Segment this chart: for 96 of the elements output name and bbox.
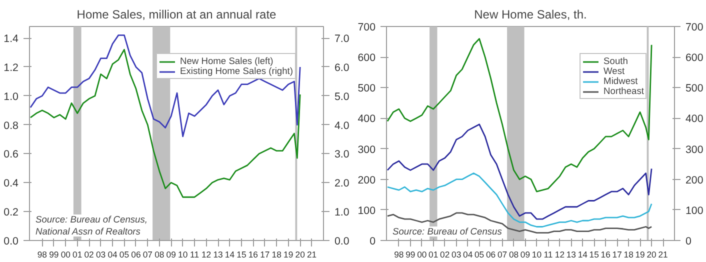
x-tick-label: 16 — [248, 250, 258, 260]
y2-tick-label: 0 — [686, 236, 692, 248]
line-series — [30, 34, 301, 138]
x-tick-label: 03 — [96, 250, 106, 260]
x-tick-label: 00 — [417, 250, 427, 260]
y2-tick-label: 100 — [686, 204, 704, 217]
y-tick-label: 500 — [358, 82, 376, 95]
y2-tick-label: 500 — [686, 82, 704, 95]
x-tick-label: 04 — [108, 250, 118, 260]
y2-tick-label: 700 — [686, 22, 704, 34]
x-tick-label: 18 — [624, 250, 634, 260]
line-series — [386, 172, 652, 228]
x-tick-label: 19 — [635, 250, 646, 260]
legend-label: Midwest — [604, 76, 638, 86]
y-tick-label: 1.0 — [4, 90, 19, 103]
y2-tick-label: 5.0 — [334, 90, 350, 103]
x-tick-label: 14 — [578, 250, 588, 260]
x-tick-label: 19 — [284, 250, 294, 260]
x-tick-label: 08 — [508, 250, 519, 260]
y-tick-label: 600 — [358, 52, 376, 64]
x-tick-label: 99 — [406, 250, 416, 260]
x-tick-label: 10 — [178, 250, 188, 260]
y2-tick-label: 1.0 — [334, 206, 350, 219]
x-tick-label: 12 — [201, 250, 212, 260]
x-tick-label: 07 — [497, 250, 508, 260]
y-tick-label: 700 — [358, 22, 376, 34]
y-tick-label: 0.8 — [4, 120, 19, 132]
x-tick-label: 03 — [452, 250, 462, 260]
x-tick-label: 99 — [49, 250, 59, 260]
y-tick-label: 0 — [370, 236, 376, 248]
y-tick-label: 0.4 — [4, 178, 19, 190]
x-tick-label: 15 — [589, 250, 600, 260]
y2-tick-label: 400 — [686, 113, 704, 126]
x-tick-label: 02 — [84, 250, 94, 260]
x-tick-label: 06 — [486, 250, 496, 260]
y2-tick-label: 0.0 — [334, 236, 350, 248]
legend-label: Northeast — [604, 86, 644, 96]
x-tick-label: 06 — [131, 250, 141, 260]
legend-label: New Home Sales (left) — [180, 56, 274, 66]
y2-tick-label: 4.0 — [334, 120, 350, 132]
legend-label: South — [604, 56, 628, 66]
y2-tick-label: 6.0 — [334, 62, 350, 74]
x-tick-label: 01 — [428, 250, 438, 260]
x-tick-label: 08 — [154, 250, 164, 260]
x-tick-label: 13 — [213, 250, 224, 260]
x-tick-label: 14 — [224, 250, 235, 260]
x-tick-label: 98 — [394, 250, 404, 260]
y-tick-label: 400 — [358, 113, 376, 126]
x-tick-label: 18 — [272, 250, 282, 260]
line-series — [386, 124, 652, 220]
x-tick-label: 20 — [295, 250, 306, 260]
x-tick-label: 21 — [658, 250, 668, 260]
x-tick-label: 02 — [440, 250, 450, 260]
x-tick-label: 10 — [532, 250, 542, 260]
x-tick-label: 05 — [474, 250, 484, 260]
x-tick-label: 11 — [190, 250, 200, 260]
y-tick-label: 0.6 — [4, 148, 19, 161]
x-tick-label: 01 — [72, 250, 82, 260]
x-tick-label: 04 — [463, 250, 473, 260]
x-tick-label: 09 — [166, 250, 176, 260]
x-tick-label: 05 — [119, 250, 130, 260]
x-tick-label: 20 — [646, 250, 657, 260]
y-tick-label: 0.2 — [4, 206, 19, 219]
x-tick-label: 00 — [60, 250, 71, 260]
annotation: Source: Bureau of Census, National Assn of Realtors — [36, 214, 148, 236]
chart-title: New Home Sales, th. — [474, 8, 587, 22]
x-tick-label: 16 — [600, 250, 611, 260]
annotation: Source: Bureau of Census — [392, 226, 502, 236]
y-tick-label: 1.2 — [4, 62, 19, 74]
x-tick-label: 07 — [142, 250, 153, 260]
y-tick-label: 300 — [358, 144, 376, 156]
y2-tick-label: 300 — [686, 144, 704, 156]
line-series — [386, 212, 652, 234]
y-tick-label: 1.4 — [4, 33, 19, 46]
x-tick-label: 17 — [612, 250, 622, 260]
x-tick-label: 11 — [544, 250, 553, 260]
legend-label: West — [604, 66, 625, 76]
x-tick-label: 98 — [37, 250, 48, 260]
y2-tick-label: 7.0 — [334, 33, 350, 46]
y2-tick-label: 2.0 — [334, 178, 350, 190]
x-tick-label: 12 — [554, 250, 565, 260]
y2-tick-label: 200 — [686, 174, 704, 186]
y-tick-label: 200 — [358, 174, 376, 186]
y2-tick-label: 3.0 — [334, 148, 350, 161]
y-tick-label: 0.0 — [4, 236, 19, 248]
y2-tick-label: 600 — [686, 52, 704, 64]
x-tick-label: 17 — [260, 250, 270, 260]
line-series — [386, 38, 652, 192]
x-tick-label: 09 — [520, 250, 530, 260]
legend-label: Existing Home Sales (right) — [180, 66, 293, 76]
x-tick-label: 21 — [306, 250, 317, 260]
chart-title: Home Sales, million at an annual rate — [76, 8, 277, 22]
y-tick-label: 100 — [358, 204, 376, 217]
x-tick-label: 15 — [236, 250, 246, 260]
line-series — [30, 48, 301, 198]
x-tick-label: 13 — [566, 250, 576, 260]
